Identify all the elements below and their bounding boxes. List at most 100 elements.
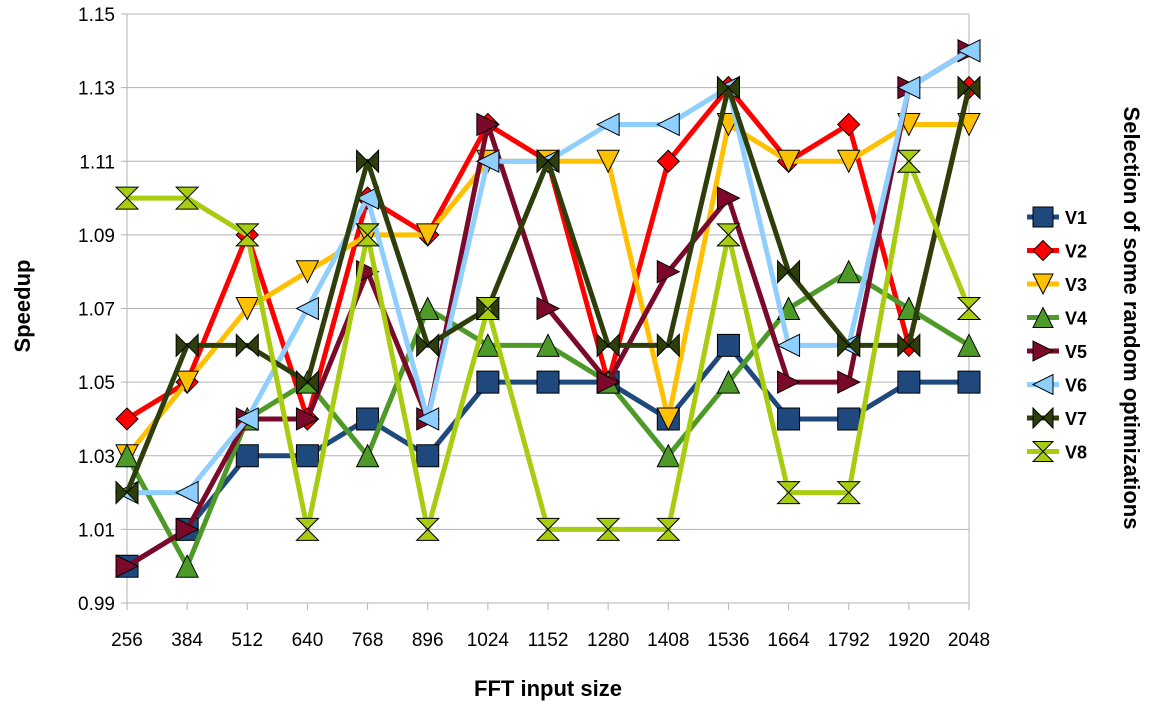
legend-item-v5: V5 xyxy=(1027,340,1087,362)
legend-swatch-marker xyxy=(1032,273,1054,296)
data-point-v3 xyxy=(235,297,260,321)
data-point-v1 xyxy=(416,444,440,468)
y-tick-label: 1.09 xyxy=(78,226,115,247)
data-point-v8 xyxy=(535,517,561,541)
legend-label: V8 xyxy=(1065,443,1087,463)
data-point-v4 xyxy=(957,333,981,357)
data-point-v2 xyxy=(656,149,680,173)
legend-item-v3: V3 xyxy=(1027,273,1087,296)
data-point-v3 xyxy=(776,149,801,174)
y-tick-label: 1.07 xyxy=(78,300,115,321)
legend-swatch-marker xyxy=(1032,306,1054,328)
data-point-v3 xyxy=(596,149,620,174)
x-tick-label: 1408 xyxy=(647,630,689,651)
data-point-v8 xyxy=(355,223,380,247)
data-point-v7 xyxy=(656,333,680,358)
y-axis-title: Speedup xyxy=(10,260,35,353)
data-point-v1 xyxy=(356,407,380,431)
data-point-v6 xyxy=(956,39,981,63)
y-tick-label: 1.01 xyxy=(78,520,115,541)
data-point-v4 xyxy=(716,370,741,394)
data-point-v7 xyxy=(897,333,921,358)
x-tick-label: 896 xyxy=(412,630,444,651)
data-point-v1 xyxy=(295,444,319,468)
data-point-v4 xyxy=(175,554,199,578)
legend-item-v7: V7 xyxy=(1027,406,1087,430)
data-point-v7 xyxy=(295,369,319,395)
data-point-v6 xyxy=(896,75,921,100)
legend-label: V1 xyxy=(1065,208,1087,228)
data-point-v1 xyxy=(897,370,921,394)
data-point-v5 xyxy=(536,296,561,321)
data-point-v6 xyxy=(295,296,319,321)
data-point-v8 xyxy=(716,223,741,247)
data-point-v5 xyxy=(656,259,681,284)
x-tick-label: 1280 xyxy=(587,630,629,651)
x-tick-label: 1920 xyxy=(888,630,930,651)
data-point-v8 xyxy=(295,517,320,541)
data-point-v7 xyxy=(235,333,259,358)
data-point-v1 xyxy=(536,370,560,394)
legend-title: Selection of some random optimizations xyxy=(1119,107,1144,530)
legend-item-v4: V4 xyxy=(1027,306,1087,329)
x-tick-label: 1792 xyxy=(828,630,870,651)
series-v8 xyxy=(114,149,982,541)
y-tick-label: 1.05 xyxy=(78,373,115,394)
data-point-v8 xyxy=(415,517,440,541)
data-point-v7 xyxy=(175,333,199,358)
x-tick-label: 1152 xyxy=(528,630,569,651)
data-point-v5 xyxy=(115,554,140,578)
legend-label: V7 xyxy=(1065,409,1087,429)
series-v7 xyxy=(115,75,981,505)
x-tick-label: 256 xyxy=(111,630,143,651)
data-point-v5 xyxy=(175,517,200,542)
data-point-v6 xyxy=(415,407,440,431)
legend-label: V3 xyxy=(1065,275,1087,295)
data-point-v8 xyxy=(475,297,501,320)
data-point-v7 xyxy=(115,480,139,505)
data-point-v6 xyxy=(776,333,801,358)
data-point-v1 xyxy=(716,333,740,357)
data-point-v6 xyxy=(175,480,199,505)
x-tick-label: 2048 xyxy=(948,630,990,651)
data-point-v5 xyxy=(837,370,861,394)
x-tick-label: 1536 xyxy=(707,630,749,651)
x-tick-label: 1664 xyxy=(767,630,810,651)
data-point-v1 xyxy=(476,370,500,394)
legend-swatch-marker xyxy=(1032,340,1055,362)
y-tick-label: 0.99 xyxy=(78,594,115,615)
series-v5 xyxy=(115,39,982,578)
y-tick-label: 1.11 xyxy=(79,152,115,173)
data-point-v7 xyxy=(596,333,620,358)
legend-swatch-marker xyxy=(1031,441,1055,462)
axes: 0.99 1.01 1.03 1.05 1.07 1.09 1.11 1.13 1.15 256 3… xyxy=(78,5,990,651)
legend-label: V4 xyxy=(1065,309,1087,329)
data-point-v6 xyxy=(475,149,500,174)
data-point-v7 xyxy=(536,149,560,174)
x-tick-label: 1024 xyxy=(467,630,510,651)
data-point-v2 xyxy=(115,407,139,431)
data-point-v3 xyxy=(175,370,199,395)
legend-item-v2: V2 xyxy=(1027,239,1087,262)
series-layer xyxy=(114,39,982,578)
x-tick-label: 768 xyxy=(352,630,384,651)
legend-swatch-marker xyxy=(1032,206,1054,228)
data-point-v3 xyxy=(415,223,440,247)
data-point-v8 xyxy=(595,517,621,541)
data-point-v4 xyxy=(536,333,560,357)
data-point-v1 xyxy=(957,370,981,394)
series-line-v7 xyxy=(124,85,972,494)
legend-swatch-marker xyxy=(1032,239,1054,262)
data-point-v4 xyxy=(355,443,380,468)
data-point-v6 xyxy=(656,112,680,137)
data-point-v7 xyxy=(356,149,380,174)
data-point-v7 xyxy=(716,75,740,100)
data-point-v7 xyxy=(416,333,440,358)
data-point-v8 xyxy=(896,149,922,173)
data-point-v7 xyxy=(777,259,801,284)
data-point-v2 xyxy=(837,112,861,137)
data-point-v4 xyxy=(656,443,681,468)
data-point-v5 xyxy=(716,186,741,210)
data-point-v1 xyxy=(235,444,259,468)
